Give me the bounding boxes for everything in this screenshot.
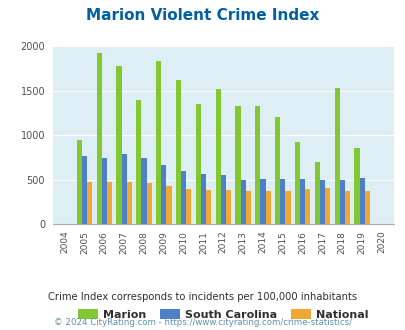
Bar bbox=[77, 140, 82, 224]
Bar bbox=[186, 189, 191, 224]
Bar bbox=[102, 157, 107, 224]
Bar bbox=[265, 191, 270, 224]
Bar bbox=[87, 182, 92, 224]
Bar bbox=[294, 142, 299, 224]
Text: Crime Index corresponds to incidents per 100,000 inhabitants: Crime Index corresponds to incidents per… bbox=[48, 292, 357, 302]
Bar bbox=[220, 175, 225, 224]
Bar bbox=[339, 180, 344, 224]
Bar bbox=[116, 66, 121, 224]
Bar bbox=[200, 174, 206, 224]
Bar bbox=[364, 191, 369, 224]
Bar bbox=[279, 180, 285, 224]
Bar bbox=[314, 162, 319, 224]
Text: Marion Violent Crime Index: Marion Violent Crime Index bbox=[86, 8, 319, 23]
Bar bbox=[161, 165, 166, 224]
Bar bbox=[141, 158, 146, 224]
Text: © 2024 CityRating.com - https://www.cityrating.com/crime-statistics/: © 2024 CityRating.com - https://www.city… bbox=[54, 318, 351, 327]
Bar bbox=[225, 190, 230, 224]
Bar bbox=[156, 61, 161, 224]
Bar bbox=[354, 148, 359, 224]
Bar bbox=[215, 89, 220, 224]
Bar bbox=[195, 104, 200, 224]
Bar bbox=[107, 182, 112, 224]
Bar bbox=[121, 154, 126, 224]
Bar bbox=[324, 188, 329, 224]
Bar bbox=[181, 171, 186, 224]
Legend: Marion, South Carolina, National: Marion, South Carolina, National bbox=[73, 305, 373, 324]
Bar bbox=[96, 53, 102, 224]
Bar bbox=[260, 180, 265, 224]
Bar bbox=[82, 156, 87, 224]
Bar bbox=[245, 191, 250, 224]
Bar bbox=[285, 191, 290, 224]
Bar bbox=[175, 80, 181, 224]
Bar bbox=[206, 190, 211, 224]
Bar bbox=[240, 180, 245, 224]
Bar bbox=[299, 180, 305, 224]
Bar bbox=[359, 178, 364, 224]
Bar bbox=[319, 180, 324, 224]
Bar bbox=[235, 106, 240, 224]
Bar bbox=[274, 117, 279, 224]
Bar bbox=[136, 100, 141, 224]
Bar bbox=[146, 183, 151, 224]
Bar bbox=[126, 182, 132, 224]
Bar bbox=[255, 106, 260, 224]
Bar bbox=[334, 88, 339, 224]
Bar bbox=[344, 191, 349, 224]
Bar bbox=[166, 186, 171, 224]
Bar bbox=[305, 189, 309, 224]
